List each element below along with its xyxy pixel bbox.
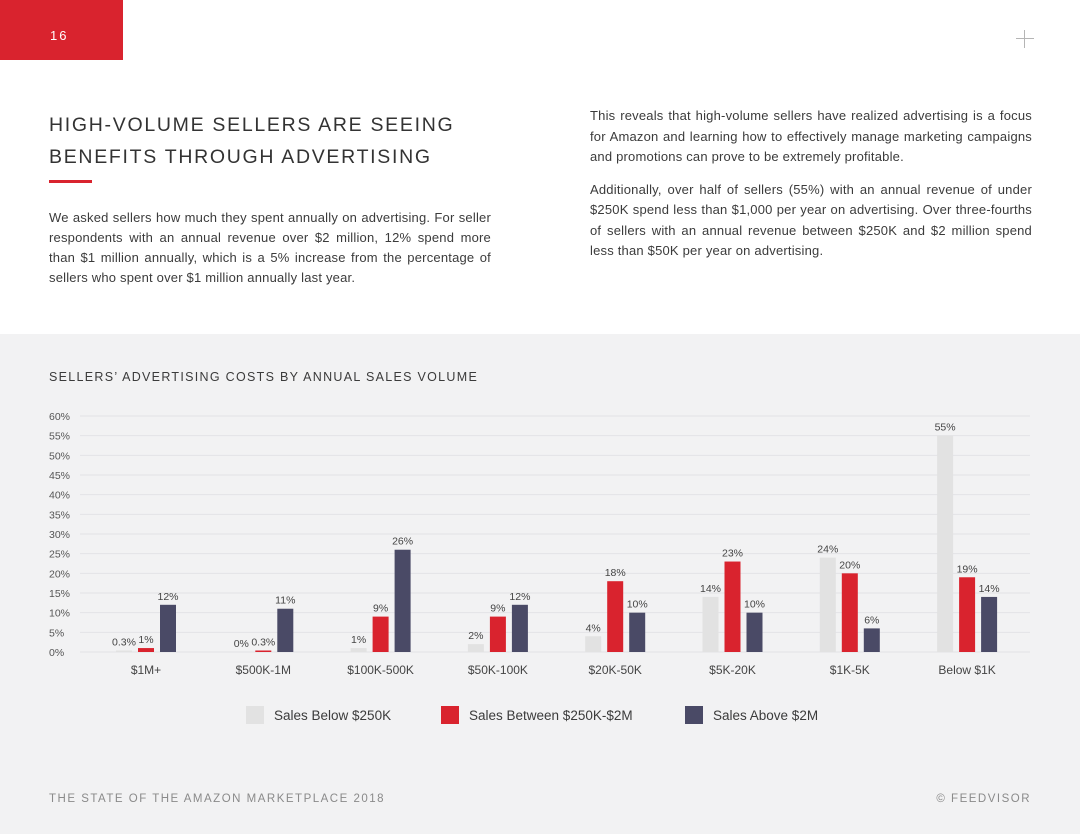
data-label: 18% [605,567,626,579]
bar-chart: 0% 5% 10% 15% 20% 25% 30% 35% 40% 45% 50% 55% 60% 0.3… [49,411,1030,677]
bar [277,608,294,652]
data-label: 0.3% [251,637,275,649]
x-tick-label: $1M+ [131,663,161,677]
data-label: 14% [979,583,1000,595]
bar [863,628,880,652]
bar [937,435,954,652]
bar [511,604,528,652]
bar [841,573,858,652]
chart-panel [0,334,1080,834]
legend-swatch-above-2m [685,706,703,724]
heading-line-1: HIGH-VOLUME SELLERS ARE SEEING [49,114,455,136]
right-column: This reveals that high-volume sellers ha… [590,106,1032,262]
data-label: 12% [157,591,178,603]
data-label: 10% [744,599,765,611]
y-tick-label: 60% [49,411,70,423]
y-tick-label: 30% [49,529,70,541]
data-label: 1% [138,634,153,646]
bar [746,612,763,652]
legend-label-250k-2m: Sales Between $250K-$2M [469,707,633,723]
legend-label-above-2m: Sales Above $2M [713,707,819,723]
data-label: 9% [373,603,388,615]
y-tick-label: 0% [49,647,64,659]
data-label: 0.3% [112,637,136,649]
data-label: 26% [392,536,413,548]
heading-underline [49,180,92,183]
bar [116,650,132,652]
data-label: 55% [935,422,956,434]
footer-title: THE STATE OF THE AMAZON MARKETPLACE 2018 [49,793,386,805]
bar [467,644,484,652]
data-label: 0% [234,638,249,650]
bar [394,549,411,652]
data-label: 9% [490,603,505,615]
bar [489,616,506,652]
legend-item-above-2m: Sales Above $2M [685,705,818,725]
bar [138,648,154,652]
x-tick-label: Below $1K [938,663,995,677]
legend-swatch-below-250k [246,706,264,724]
chart-title: SELLERS’ ADVERTISING COSTS BY ANNUAL SAL… [49,370,479,384]
data-label: 11% [275,595,295,607]
data-label: 14% [700,583,721,595]
bar [819,557,836,652]
bar [607,581,624,652]
x-tick-label: $20K-50K [589,663,642,677]
x-tick-label: $1K-5K [830,663,870,677]
bar [702,596,719,652]
y-tick-label: 45% [49,470,70,482]
page-number: 16 [50,28,69,43]
bar [585,636,602,652]
x-tick-label: $500K-1M [236,663,291,677]
y-tick-label: 5% [49,627,64,639]
y-tick-label: 20% [49,568,70,580]
bar [372,616,389,652]
y-tick-label: 40% [49,490,70,502]
y-tick-label: 25% [49,549,70,561]
data-label: 19% [957,563,978,575]
intro-paragraph: We asked sellers how much they spent ann… [49,210,491,285]
bar [160,604,176,652]
data-label: 2% [468,630,483,642]
data-label: 23% [722,548,743,560]
data-label: 12% [509,591,530,603]
page-number-tab: 16 [0,0,123,60]
bar [255,650,272,652]
footer-copyright: © FEEDVISOR [936,793,1031,805]
data-label: 20% [839,559,860,571]
y-tick-label: 55% [49,431,70,443]
y-tick-label: 35% [49,509,70,521]
bar [724,561,741,652]
data-label: 24% [817,544,838,556]
right-paragraph-1: This reveals that high-volume sellers ha… [590,108,1032,164]
data-label: 1% [351,634,366,646]
y-tick-label: 10% [49,608,70,620]
data-label: 10% [627,599,648,611]
bar [959,577,976,652]
right-paragraph-2: Additionally, over half of sellers (55%)… [590,181,1032,259]
legend-swatch-250k-2m [441,706,459,724]
data-label: 4% [586,622,601,634]
legend-item-250k-2m: Sales Between $250K-$2M [441,705,633,725]
legend-item-below-250k: Sales Below $250K [246,705,391,725]
bar [981,596,998,652]
y-tick-label: 50% [49,450,70,462]
x-tick-label: $5K-20K [709,663,756,677]
chart-legend: Sales Below $250K Sales Between $250K-$2… [0,705,1080,725]
plus-icon [1016,30,1034,48]
x-tick-label: $50K-100K [468,663,528,677]
legend-label-below-250k: Sales Below $250K [274,707,392,723]
bar [350,648,367,652]
y-tick-label: 15% [49,588,70,600]
data-label: 6% [864,614,879,626]
heading-line-2: BENEFITS THROUGH ADVERTISING [49,146,432,168]
bar [629,612,646,652]
page-heading: HIGH-VOLUME SELLERS ARE SEEING BENEFITS … [49,109,469,173]
x-tick-label: $100K-500K [347,663,414,677]
